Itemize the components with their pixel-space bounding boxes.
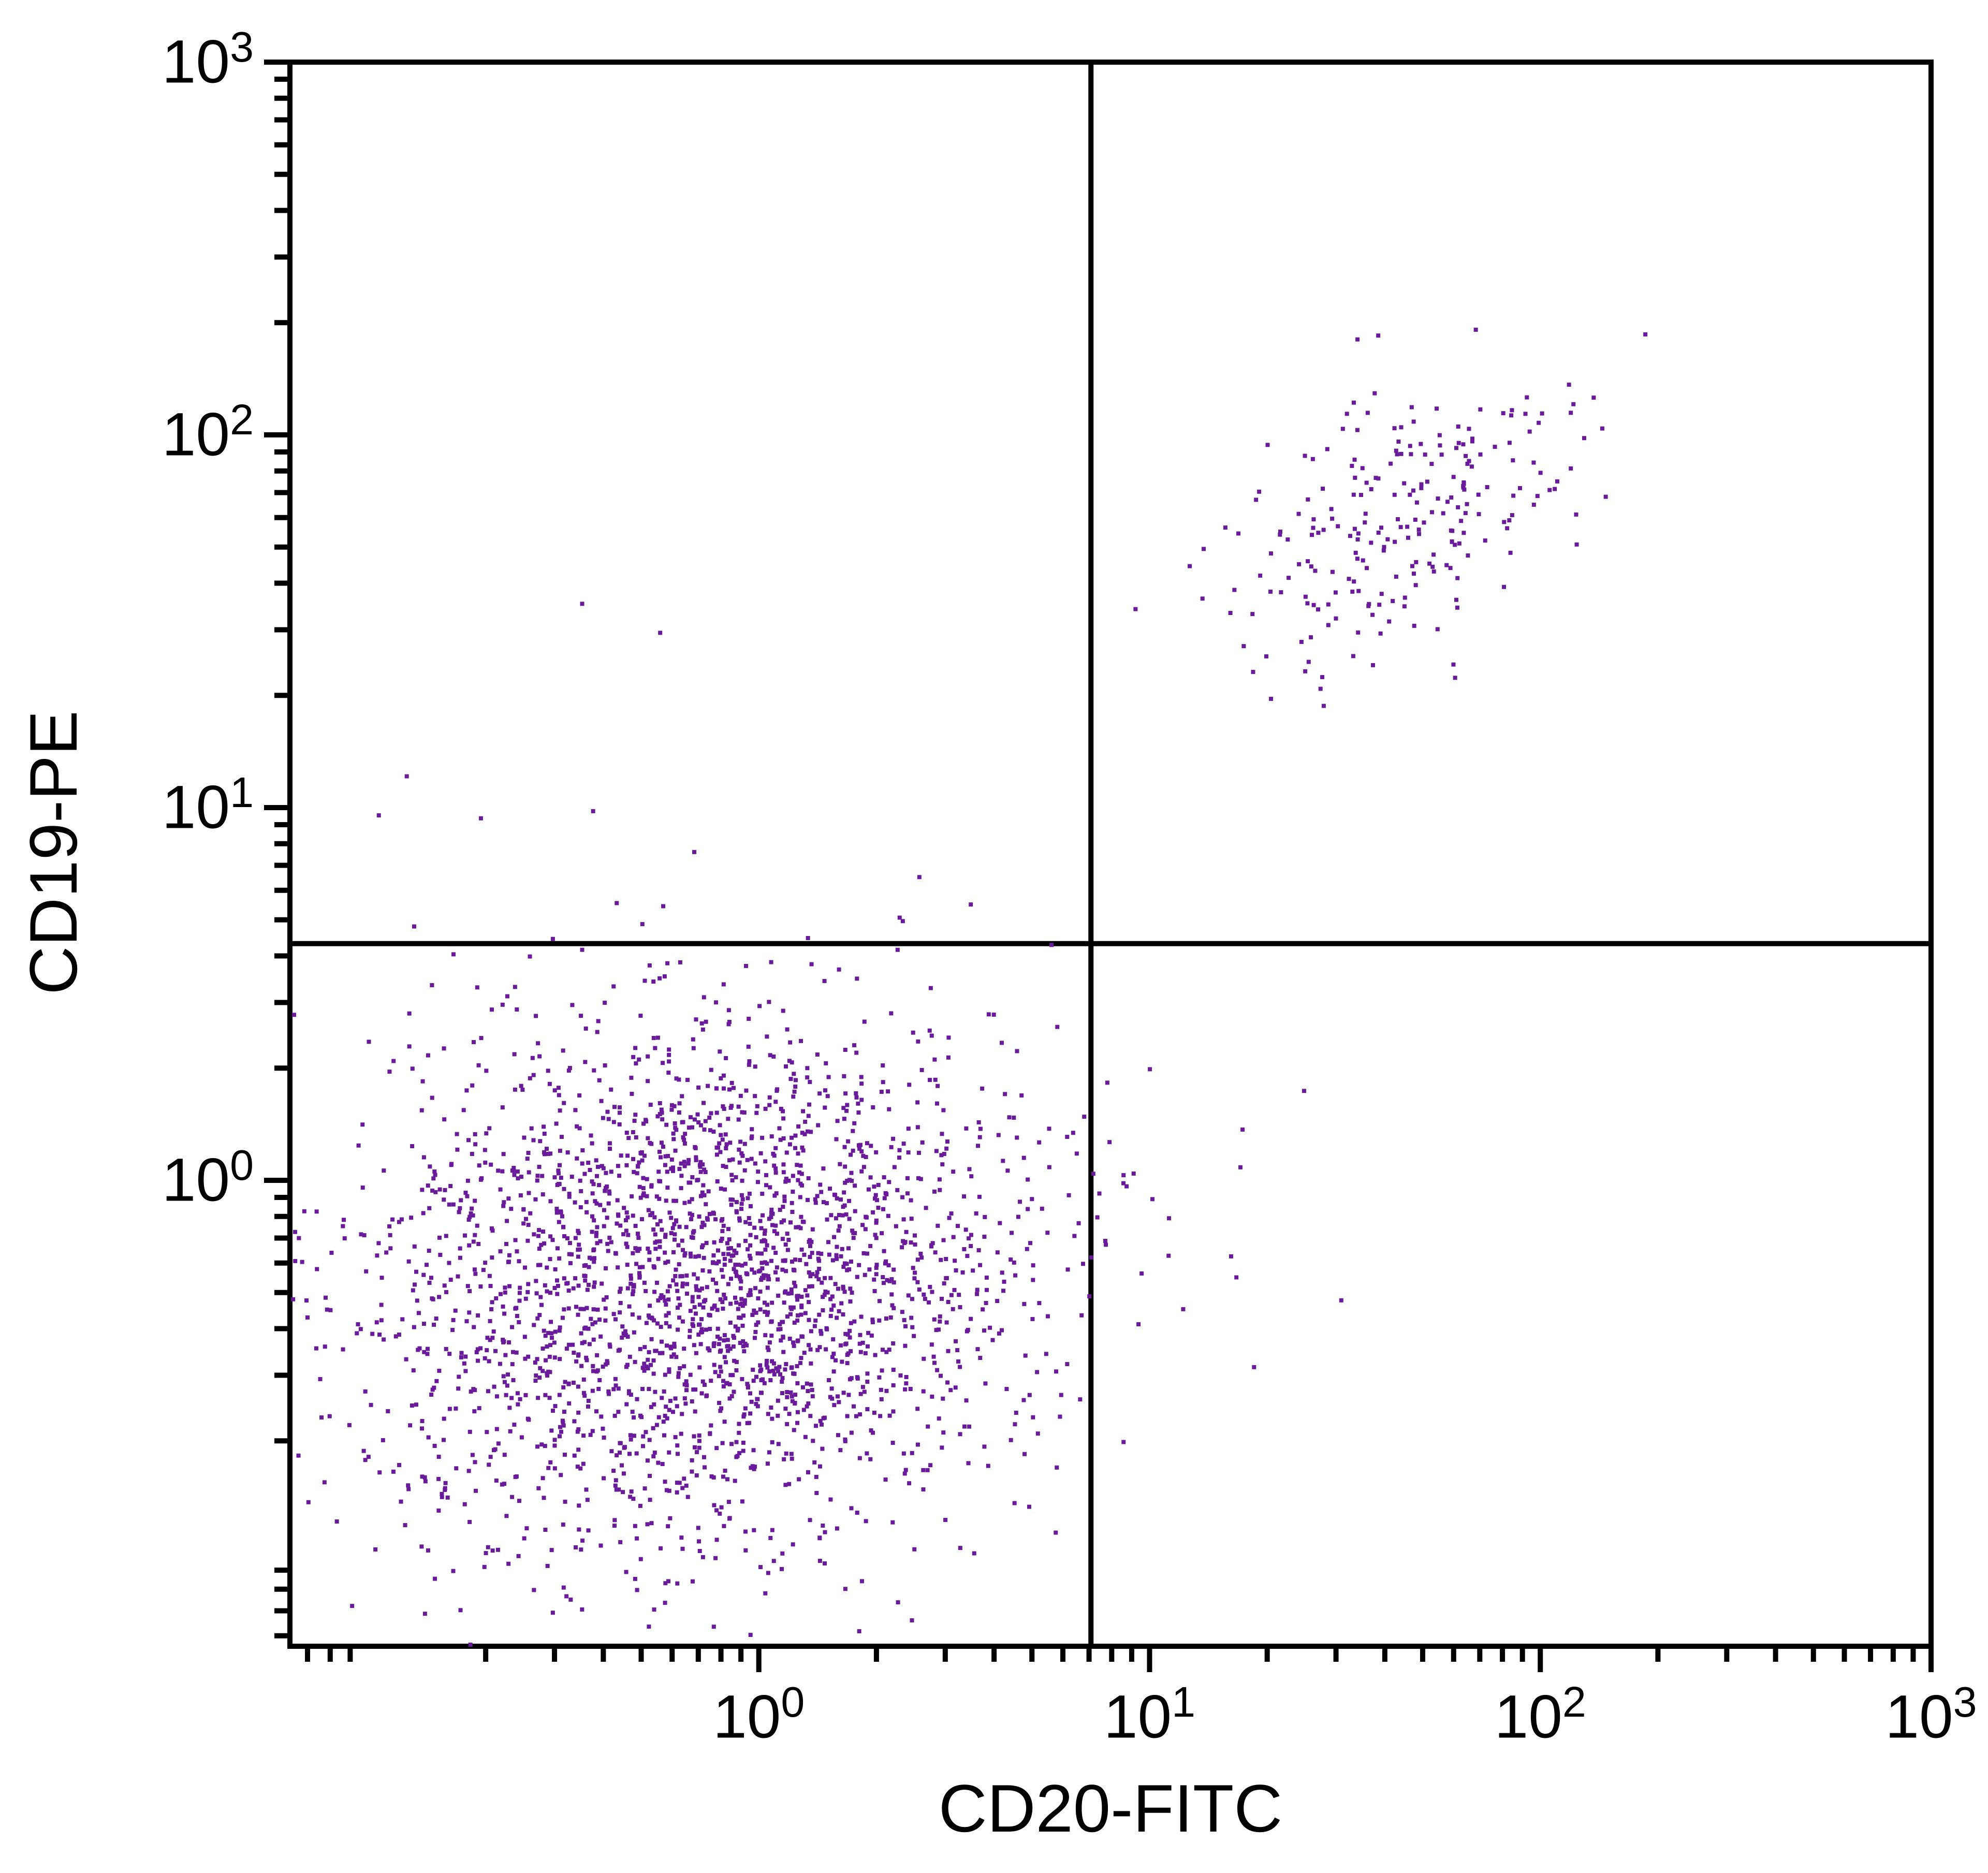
- plot-border: [290, 62, 1931, 1646]
- x-axis-ticks: [308, 1646, 1931, 1672]
- y-tick-label-1: 101: [119, 768, 254, 842]
- x-axis-label: CD20-FITC: [748, 1769, 1473, 1847]
- x-tick-label-2: 102: [1478, 1677, 1602, 1752]
- x-tick-label-1: 101: [1087, 1677, 1211, 1752]
- y-tick-label-2: 102: [119, 395, 254, 470]
- plot-svg: [0, 0, 1988, 1870]
- y-tick-label-3: 103: [119, 22, 254, 97]
- x-tick-label-3: 103: [1869, 1677, 1988, 1752]
- x-tick-label-0: 100: [697, 1677, 821, 1752]
- flow-cytometry-scatter: CD20-FITC CD19-PE 100 101 102 103 100 10…: [0, 0, 1988, 1870]
- y-tick-label-0: 100: [119, 1140, 254, 1215]
- y-axis-ticks: [264, 62, 290, 1636]
- y-axis-label: CD19-PE: [14, 490, 92, 1215]
- scatter-points: [291, 328, 1647, 1647]
